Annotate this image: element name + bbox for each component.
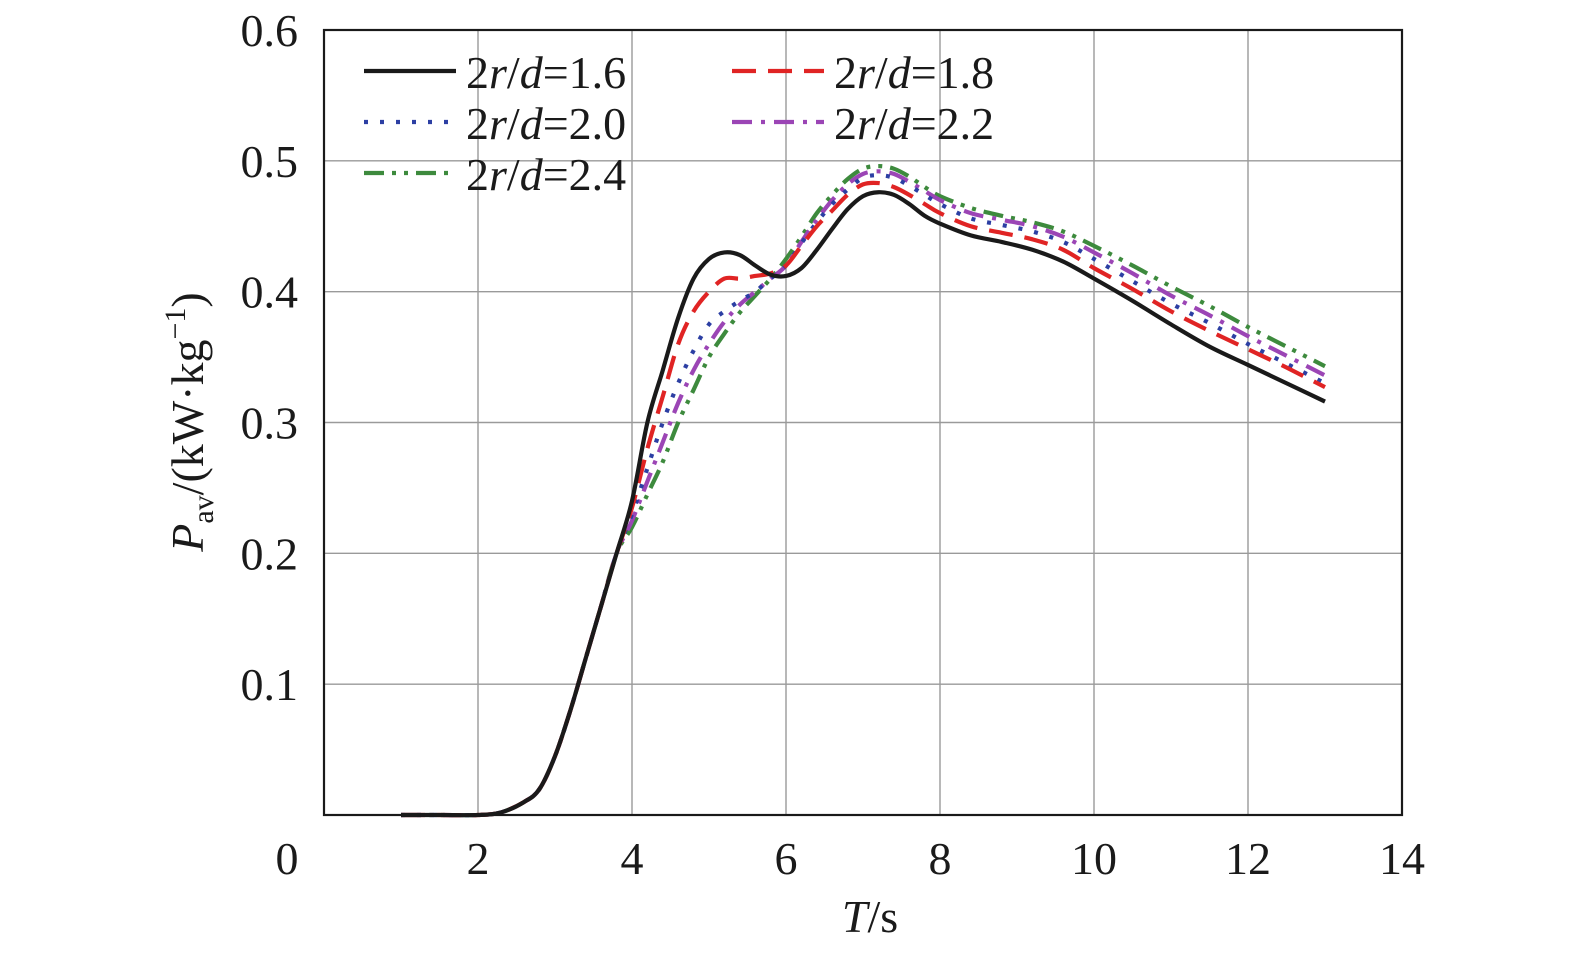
series-line-4 xyxy=(401,163,1326,818)
x-tick-label: 0 xyxy=(276,833,299,884)
plot-series xyxy=(401,163,1326,818)
x-tick-label: 4 xyxy=(621,833,644,884)
series-line-1 xyxy=(401,180,1326,818)
y-tick-label: 0.2 xyxy=(241,528,299,579)
y-tick-label: 0.1 xyxy=(241,659,299,710)
series-line-0 xyxy=(401,190,1326,818)
x-axis-symbol: T xyxy=(842,891,871,942)
x-tick-label: 2 xyxy=(467,833,490,884)
legend: 2r/d=1.6 2r/d=1.8 2r/d=2.0 2r/d=2.2 2r/d=2.4 xyxy=(364,47,994,200)
x-axis-unit: /s xyxy=(867,891,898,942)
x-tick-label: 8 xyxy=(929,833,952,884)
y-axis-unit-exponent: −1 xyxy=(159,308,192,340)
tick-labels: 0 2 4 6 8 10 12 14 0.1 0.2 0.3 0.4 0.5 0.6 xyxy=(241,5,1426,884)
y-axis-unit-open: /(kW·kg xyxy=(162,339,213,495)
legend-item: 2r/d=2.4 xyxy=(364,149,626,200)
plot-frame xyxy=(322,28,1404,817)
legend-item: 2r/d=2.2 xyxy=(732,98,994,149)
x-tick-label: 12 xyxy=(1225,833,1271,884)
legend-label: 2r/d=1.8 xyxy=(834,47,994,98)
x-axis-title: T/s xyxy=(842,891,898,942)
y-axis-symbol: P xyxy=(162,524,213,553)
legend-item: 2r/d=1.6 xyxy=(364,47,626,98)
gridlines xyxy=(324,30,1402,815)
y-axis-subscript: av xyxy=(187,495,220,523)
y-axis-title: Pav/(kW·kg−1) xyxy=(159,292,220,553)
x-tick-label: 6 xyxy=(775,833,798,884)
y-tick-label: 0.4 xyxy=(241,267,299,318)
series-line-3 xyxy=(401,169,1326,818)
x-tick-label: 10 xyxy=(1071,833,1117,884)
legend-label: 2r/d=2.2 xyxy=(834,98,994,149)
y-tick-label: 0.5 xyxy=(241,136,299,187)
legend-label: 2r/d=2.0 xyxy=(466,98,626,149)
y-tick-label: 0.6 xyxy=(241,5,299,56)
legend-item: 2r/d=1.8 xyxy=(732,47,994,98)
x-tick-label: 14 xyxy=(1379,833,1425,884)
series-line-2 xyxy=(401,173,1326,818)
y-tick-label: 0.3 xyxy=(241,398,299,449)
legend-label: 2r/d=1.6 xyxy=(466,47,626,98)
y-axis-unit-close: ) xyxy=(162,292,213,307)
legend-item: 2r/d=2.0 xyxy=(364,98,626,149)
legend-label: 2r/d=2.4 xyxy=(466,149,626,200)
